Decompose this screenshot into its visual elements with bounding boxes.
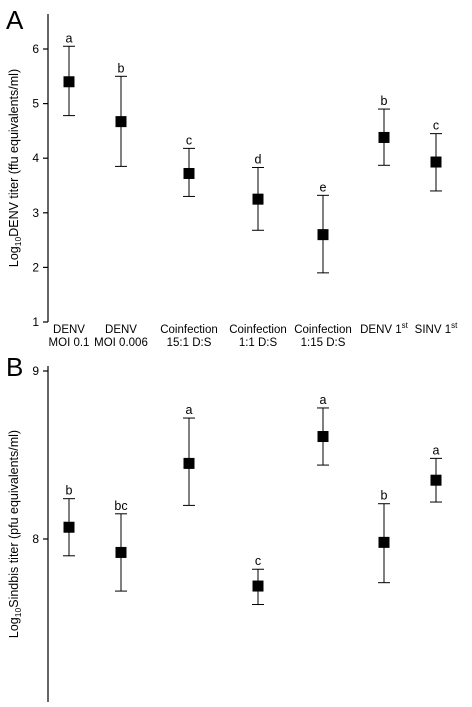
category-label: 15:1 D:S [167, 337, 212, 349]
data-point [63, 76, 75, 88]
significance-letter: e [320, 180, 327, 194]
y-tick-label: 4 [32, 151, 39, 165]
y-tick-label: 3 [32, 206, 39, 220]
y-axis-label: Log10Sindbis titer (pfu equivalents/ml) [7, 430, 23, 638]
y-tick-label: 8 [32, 532, 39, 546]
data-point [378, 536, 390, 548]
y-tick-label: 5 [32, 97, 39, 111]
significance-letter: c [255, 554, 261, 568]
y-tick-label: 9 [32, 364, 39, 378]
significance-letter: b [118, 61, 125, 75]
category-label: Coinfection [229, 324, 287, 336]
significance-letter: a [320, 393, 327, 407]
data-point [183, 457, 195, 469]
data-point [317, 431, 329, 443]
y-axis-label: Log10DENV titer (ffu equivalents/ml) [7, 69, 23, 267]
category-label: 1:15 D:S [301, 337, 346, 349]
panel-label-b: B [6, 352, 23, 382]
data-point [378, 131, 390, 143]
data-point [317, 229, 329, 241]
category-label: Coinfection [160, 324, 218, 336]
significance-letter: c [186, 133, 192, 147]
category-label: 1:1 D:S [239, 337, 278, 349]
y-tick-label: 1 [32, 315, 39, 329]
data-point [252, 193, 264, 205]
significance-letter: d [255, 152, 262, 166]
significance-letter: a [66, 31, 73, 45]
data-point [183, 167, 195, 179]
data-point [63, 521, 75, 533]
y-tick-label: 2 [32, 260, 39, 274]
significance-letter: b [381, 94, 388, 108]
category-label: DENV [105, 324, 137, 336]
panel-label-a: A [6, 5, 24, 35]
significance-letter: a [433, 443, 440, 457]
significance-letter: b [381, 489, 388, 503]
category-label: Coinfection [294, 324, 352, 336]
category-label: MOI 0.1 [49, 337, 90, 349]
category-label: DENV [53, 324, 85, 336]
significance-letter: a [186, 403, 193, 417]
category-label: DENV 1st [360, 321, 409, 336]
data-point [115, 546, 127, 558]
data-point [430, 474, 442, 486]
data-point [252, 580, 264, 592]
category-label: SINV 1st [415, 321, 458, 336]
panel-b: B 8 9 Log10Sindbis titer (pfu equivalents/… [6, 352, 442, 702]
significance-letter: c [433, 119, 439, 133]
data-point [115, 116, 127, 128]
significance-letter: b [66, 484, 73, 498]
y-tick-label: 6 [32, 42, 39, 56]
data-point [430, 156, 442, 168]
panel-a: A 1 2 3 4 5 6 Log10DENV titer (ffu equivalents… [6, 5, 458, 349]
significance-letter: bc [114, 499, 127, 513]
category-label: MOI 0.006 [94, 337, 148, 349]
